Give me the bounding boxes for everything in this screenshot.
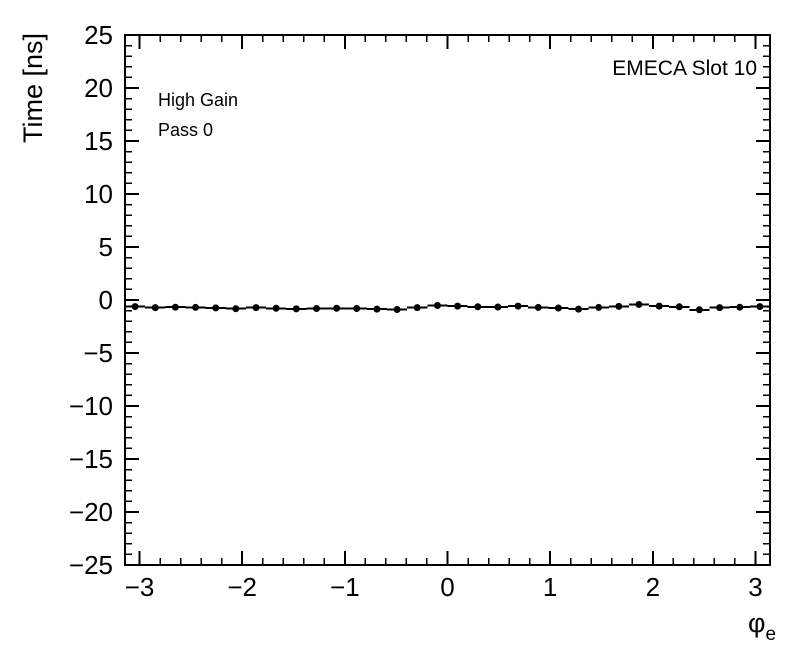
- tick-label: −1: [330, 572, 360, 602]
- data-marker: [232, 305, 240, 313]
- data-marker: [736, 303, 744, 311]
- data-marker: [534, 303, 542, 311]
- tick-label: 10: [84, 179, 113, 209]
- data-marker: [756, 303, 764, 311]
- data-marker: [655, 302, 663, 310]
- gain-label: High Gain: [158, 90, 238, 110]
- tick-label: −10: [69, 391, 113, 421]
- data-marker: [373, 305, 381, 313]
- slot-label: EMECA Slot 10: [612, 57, 757, 80]
- data-marker: [454, 302, 462, 310]
- data-marker: [212, 304, 220, 312]
- data-marker: [615, 302, 623, 310]
- tick-label: −5: [83, 338, 113, 368]
- data-marker: [192, 303, 200, 311]
- tick-label: 2: [646, 572, 660, 602]
- tick-label: 20: [84, 73, 113, 103]
- data-marker: [675, 303, 683, 311]
- data-points: [125, 300, 770, 314]
- data-marker: [252, 304, 260, 312]
- data-marker: [333, 304, 341, 312]
- plot-frame: [124, 34, 771, 566]
- tick-label: 1: [543, 572, 557, 602]
- data-marker: [514, 302, 522, 310]
- data-marker: [413, 304, 421, 312]
- data-marker: [474, 303, 482, 311]
- data-marker: [292, 305, 300, 313]
- tick-label: 15: [84, 126, 113, 156]
- y-axis-title: Time [ns]: [18, 33, 48, 143]
- data-marker: [695, 306, 703, 314]
- tick-label: −20: [69, 497, 113, 527]
- data-marker: [393, 306, 401, 314]
- data-marker: [151, 304, 159, 312]
- data-marker: [494, 303, 502, 311]
- data-marker: [635, 300, 643, 308]
- tick-label: −2: [227, 572, 257, 602]
- data-marker: [171, 303, 179, 311]
- tick-label: −25: [69, 550, 113, 580]
- tick-label: −15: [69, 444, 113, 474]
- data-marker: [272, 304, 280, 312]
- data-marker: [574, 305, 582, 313]
- tick-label: 25: [84, 20, 113, 50]
- data-marker: [595, 303, 603, 311]
- data-marker: [353, 304, 361, 312]
- data-marker: [433, 302, 441, 310]
- data-marker: [716, 304, 724, 312]
- tick-label: 3: [748, 572, 762, 602]
- data-marker: [313, 304, 321, 312]
- x-axis-title: φe: [748, 608, 776, 645]
- tick-label: 5: [99, 232, 113, 262]
- data-marker: [131, 303, 139, 311]
- tick-label: −3: [125, 572, 155, 602]
- tick-label: 0: [440, 572, 454, 602]
- data-marker: [554, 304, 562, 312]
- tick-label: 0: [99, 285, 113, 315]
- pass-label: Pass 0: [158, 120, 213, 140]
